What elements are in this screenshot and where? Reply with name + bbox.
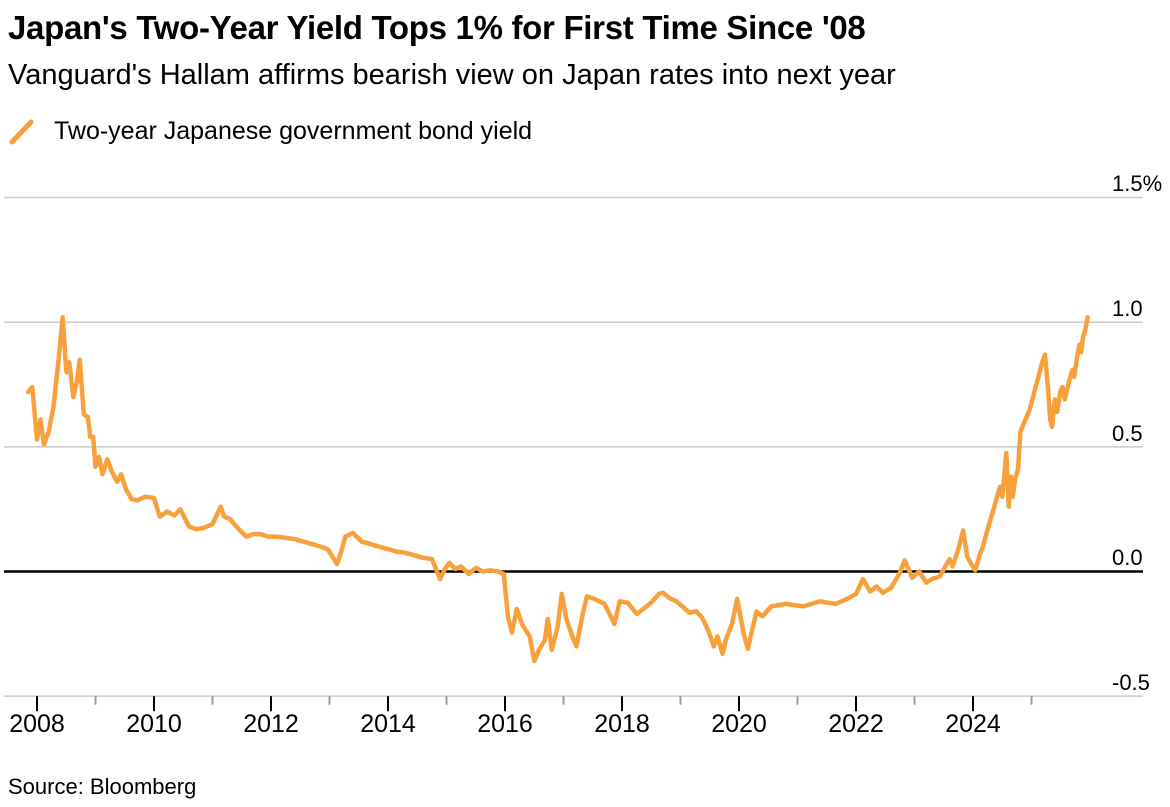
yield-line: [25, 314, 1090, 664]
x-axis-label: 2010: [126, 710, 182, 738]
legend-label: Two-year Japanese government bond yield: [54, 117, 533, 145]
legend: Two-year Japanese government bond yield: [8, 116, 532, 146]
page-title: Japan's Two-Year Yield Tops 1% for First…: [8, 9, 866, 46]
x-axis-label: 2024: [945, 710, 1001, 738]
source-attribution: Source: Bloomberg: [8, 774, 197, 799]
diagonal-line-swatch-icon: [9, 119, 34, 145]
x-axis-label: 2022: [828, 710, 884, 738]
x-axis-label: 2008: [9, 710, 65, 738]
y-axis-label: 1.5%: [1112, 171, 1163, 196]
page-subtitle: Vanguard's Hallam affirms bearish view o…: [8, 59, 896, 91]
x-axis-label: 2020: [711, 710, 767, 738]
x-axis-label: 2018: [594, 710, 650, 738]
y-axis-label: 1.0: [1112, 296, 1143, 321]
x-axis-label: 2016: [477, 710, 533, 738]
x-axis-label: 2012: [243, 710, 299, 738]
y-axis-label: -0.5: [1112, 670, 1150, 695]
x-axis-label: 2014: [360, 710, 416, 738]
y-axis-label: 0.0: [1112, 545, 1143, 570]
y-axis-label: 0.5: [1112, 421, 1143, 446]
